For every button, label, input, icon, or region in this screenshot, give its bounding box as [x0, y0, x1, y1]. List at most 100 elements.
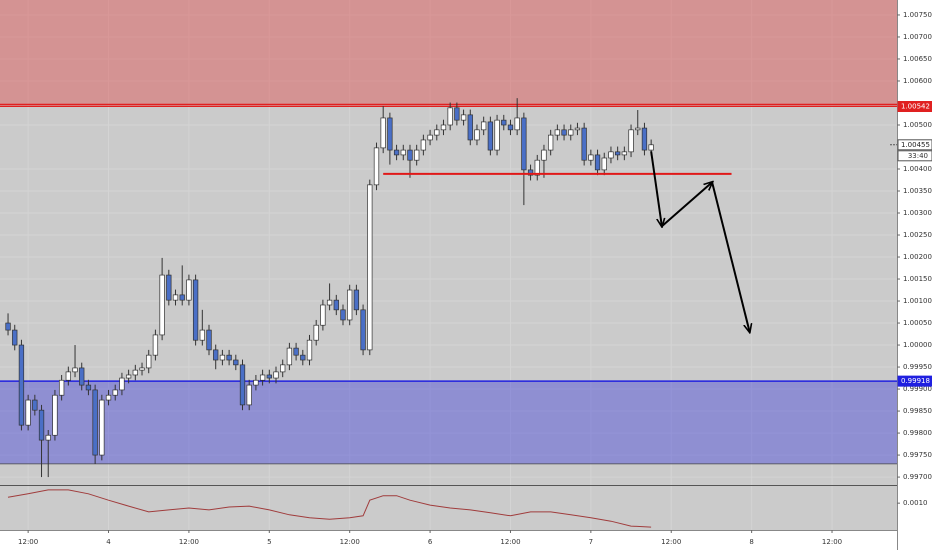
resistance-label: 1.00542 — [901, 103, 930, 111]
candle-body — [367, 184, 373, 351]
candle-body — [574, 127, 581, 131]
candle-body — [615, 151, 621, 156]
candle-body — [172, 294, 179, 301]
indicator-line — [7, 489, 652, 528]
x-tick-label: 12:00 — [661, 538, 681, 546]
y-tick-label: 1.00200 — [903, 253, 932, 261]
candle-body — [186, 279, 192, 301]
candle-body — [340, 309, 346, 321]
candle-body — [58, 379, 65, 396]
last-price-label-box — [897, 139, 932, 151]
y-tick-label: 0.99750 — [903, 451, 932, 459]
candle-body — [253, 379, 259, 386]
candle-body — [474, 129, 480, 141]
candle-body — [407, 149, 413, 161]
candle-body — [568, 129, 574, 136]
candle-body — [454, 107, 460, 121]
y-tick-label: 1.00100 — [903, 297, 932, 305]
candle-body — [393, 149, 400, 156]
x-tick-label: 8 — [749, 538, 753, 546]
candle-body — [481, 121, 487, 131]
last-price-label: 1.00455 — [901, 141, 930, 149]
candle-body — [25, 399, 31, 426]
x-tick-label: 12:00 — [822, 538, 842, 546]
candle-body — [112, 389, 118, 396]
candle-body — [286, 347, 293, 366]
candle-body — [487, 121, 494, 151]
candle-body — [434, 129, 440, 136]
candle-body — [45, 434, 51, 441]
y-tick-label: 0.99800 — [903, 429, 932, 437]
resistance-label-box — [897, 101, 932, 113]
candle-body — [534, 159, 540, 176]
y-tick-label: 1.00700 — [903, 33, 932, 41]
candle-body — [233, 359, 239, 366]
candle-body — [648, 144, 654, 151]
y-tick-label: 0.99950 — [903, 363, 932, 371]
candle-body — [460, 114, 467, 121]
candle-body — [239, 364, 246, 406]
y-tick-label: 1.00350 — [903, 187, 932, 195]
countdown: 33:40 — [908, 152, 928, 160]
candle-body — [628, 129, 634, 153]
candle-body — [65, 371, 71, 381]
candle-body — [166, 274, 172, 301]
candle-body — [266, 374, 272, 379]
candle-body — [219, 354, 226, 361]
x-tick-label: 12:00 — [179, 538, 199, 546]
y-tick-label: 1.00250 — [903, 231, 932, 239]
candle-body — [507, 124, 514, 131]
price-axis — [897, 0, 932, 550]
arrow — [711, 181, 750, 332]
candle-body — [32, 399, 38, 411]
candle-body — [601, 157, 607, 171]
candle-body — [125, 374, 132, 379]
candle-body — [400, 149, 406, 156]
plot-layer — [0, 0, 897, 528]
candle-body — [213, 349, 219, 361]
candle-body — [608, 151, 614, 159]
candle-body — [152, 334, 159, 356]
candle-body — [594, 154, 601, 171]
candle-body — [92, 389, 98, 456]
candle-body — [527, 169, 534, 176]
candle-body — [554, 129, 561, 136]
candle-body — [38, 409, 45, 441]
candle-body — [420, 139, 427, 151]
resistance-zone — [0, 0, 897, 107]
candle-body — [440, 124, 447, 131]
candle-body — [273, 371, 279, 379]
candle-body — [521, 117, 527, 171]
candle-body — [12, 329, 18, 346]
candle-body — [467, 114, 473, 141]
candle-body — [347, 289, 353, 321]
candle-body — [79, 367, 85, 386]
y-tick-label: 0.99900 — [903, 385, 932, 393]
y-tick-label: 0.99850 — [903, 407, 932, 415]
x-tick-label: 7 — [589, 538, 593, 546]
candle-body — [588, 154, 594, 161]
candle-body — [293, 347, 299, 356]
candle-body — [427, 134, 433, 141]
x-tick-label: 4 — [106, 538, 111, 546]
y-tick-label: 1.00400 — [903, 165, 932, 173]
x-tick-label: 12:00 — [500, 538, 520, 546]
candle-body — [139, 367, 145, 371]
candle-body — [501, 119, 507, 126]
candle-body — [132, 369, 138, 376]
candle-body — [353, 289, 360, 311]
x-tick-label: 5 — [267, 538, 271, 546]
candle-body — [333, 299, 339, 311]
y-tick-label: 1.00500 — [903, 121, 932, 129]
candle-body — [541, 149, 547, 161]
y-tick-label: 1.00150 — [903, 275, 932, 283]
candle-body — [561, 129, 567, 136]
support-label-box — [897, 375, 932, 387]
plot-background — [0, 0, 897, 530]
countdown-box — [897, 150, 932, 162]
candle-body — [380, 117, 386, 149]
candle-body — [259, 374, 266, 381]
candle-body — [199, 329, 205, 341]
candle-body — [280, 364, 286, 373]
